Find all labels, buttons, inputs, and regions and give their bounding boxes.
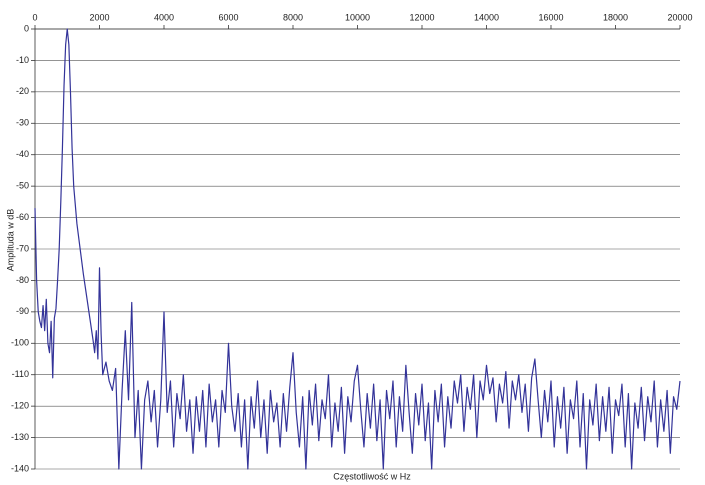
x-axis-label: Częstotliwość w Hz bbox=[333, 471, 411, 481]
y-tick-label: 0 bbox=[24, 23, 29, 33]
y-tick-label: -30 bbox=[16, 118, 29, 128]
x-tick-label: 18000 bbox=[603, 12, 628, 22]
y-tick-label: -110 bbox=[12, 369, 29, 379]
x-tick-label: 2000 bbox=[89, 12, 109, 22]
y-tick-label: -70 bbox=[16, 243, 29, 253]
x-tick-label: 16000 bbox=[538, 12, 563, 22]
y-tick-label: -100 bbox=[11, 338, 29, 348]
x-tick-label: 0 bbox=[32, 12, 37, 22]
x-tick-label: 4000 bbox=[154, 12, 174, 22]
y-tick-label: -20 bbox=[16, 86, 29, 96]
x-tick-label: 8000 bbox=[283, 12, 303, 22]
y-tick-label: -130 bbox=[11, 432, 29, 442]
y-tick-label: -90 bbox=[16, 306, 29, 316]
y-tick-label: -40 bbox=[16, 149, 29, 159]
x-tick-label: 6000 bbox=[218, 12, 238, 22]
x-tick-label: 20000 bbox=[667, 12, 692, 22]
spectrum-line bbox=[34, 28, 681, 470]
y-tick-label: -60 bbox=[16, 212, 29, 222]
y-tick-label: -120 bbox=[11, 401, 29, 411]
y-tick-label: -50 bbox=[16, 181, 29, 191]
y-axis-label: Amplituda w dB bbox=[5, 209, 15, 272]
x-tick-label: 10000 bbox=[345, 12, 370, 22]
y-tick-label: -10 bbox=[16, 55, 29, 65]
y-tick-label: -80 bbox=[16, 275, 29, 285]
y-tick-label: -140 bbox=[11, 463, 29, 473]
x-tick-label: 12000 bbox=[409, 12, 434, 22]
x-tick-label: 14000 bbox=[474, 12, 499, 22]
